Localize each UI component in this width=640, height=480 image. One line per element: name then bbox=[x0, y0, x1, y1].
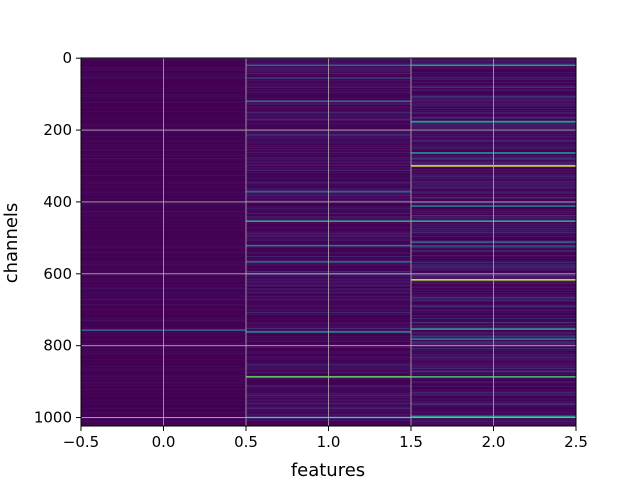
y-tick-label: 800 bbox=[43, 337, 72, 355]
plot-area bbox=[80, 57, 577, 427]
x-tick-label: 2.5 bbox=[564, 433, 588, 451]
y-axis-label: channels bbox=[1, 203, 22, 284]
y-tick-label: 1000 bbox=[34, 409, 72, 427]
x-tick-label: 0.5 bbox=[234, 433, 258, 451]
x-tick-label: 1.0 bbox=[317, 433, 341, 451]
x-axis: −0.5 0.0 0.5 1.0 1.5 2.0 2.5 bbox=[63, 426, 588, 451]
y-tick-label: 200 bbox=[43, 121, 72, 139]
x-tick-label: 0.0 bbox=[152, 433, 176, 451]
x-axis-label: features bbox=[291, 460, 365, 480]
x-tick-label: 1.5 bbox=[399, 433, 423, 451]
y-tick-label: 0 bbox=[62, 49, 72, 67]
y-tick-label: 400 bbox=[43, 193, 72, 211]
x-tick-label: 2.0 bbox=[482, 433, 506, 451]
y-axis: 0 200 400 600 800 1000 bbox=[34, 49, 81, 427]
x-tick-label: −0.5 bbox=[63, 433, 99, 451]
y-tick-label: 600 bbox=[43, 265, 72, 283]
